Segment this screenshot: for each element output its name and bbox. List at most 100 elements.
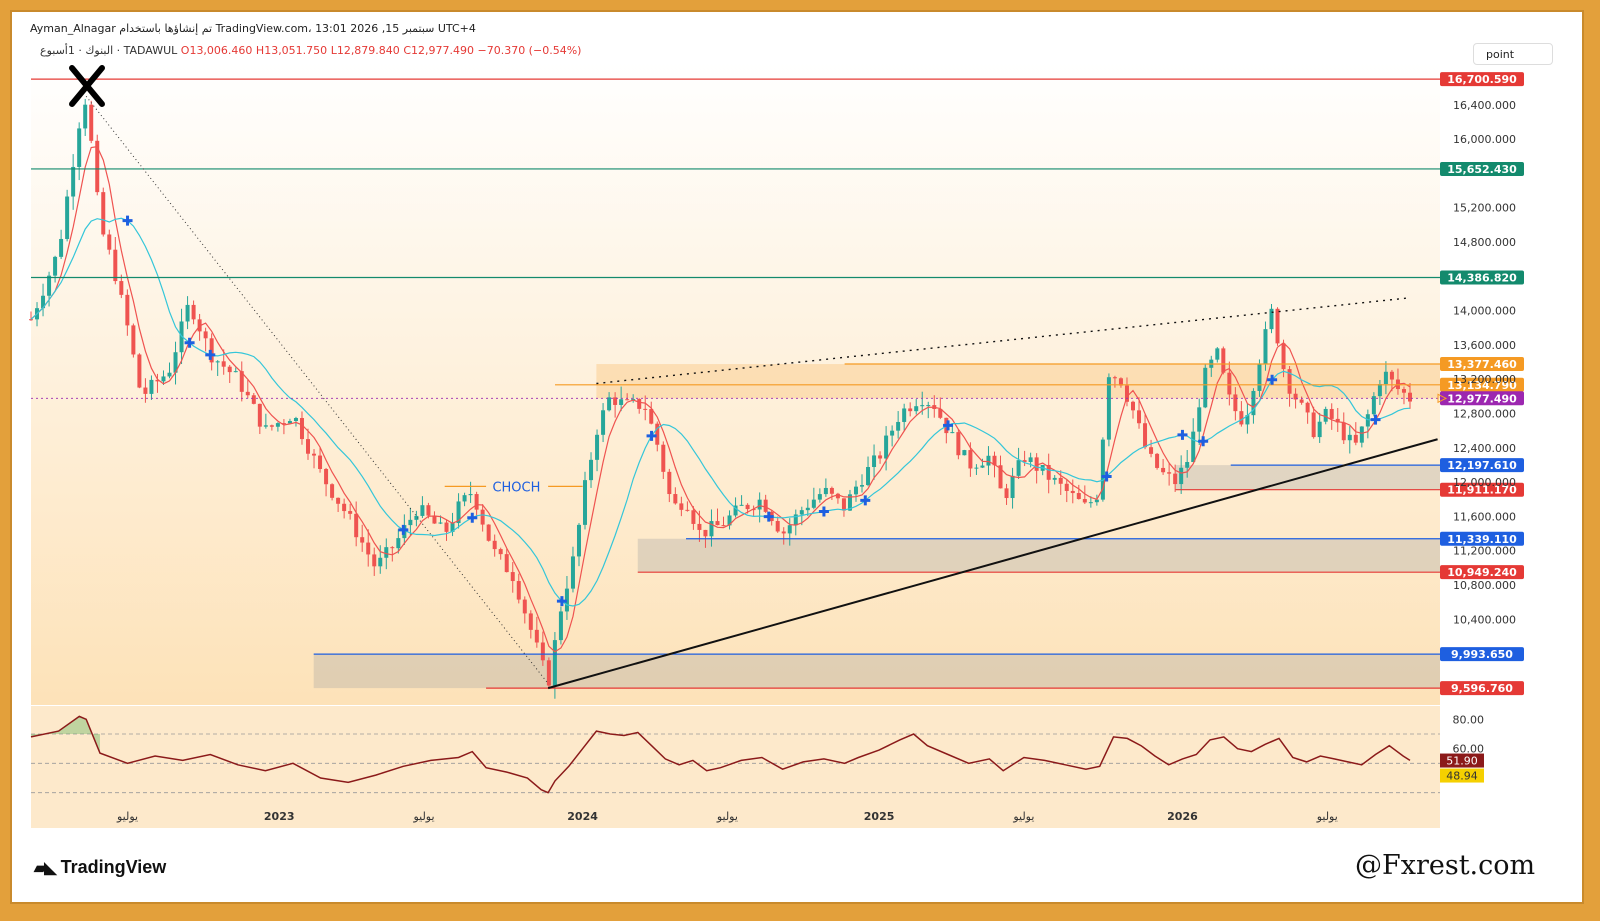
candle-body bbox=[1281, 343, 1286, 370]
candle-body bbox=[318, 455, 323, 469]
candle-body bbox=[348, 511, 353, 514]
price-tick-label: 16,400.000 bbox=[1453, 99, 1516, 112]
time-axis-label: 2025 bbox=[864, 810, 895, 823]
time-axis-label: يوليو bbox=[1012, 810, 1034, 823]
candle-body bbox=[239, 371, 244, 392]
candle-body bbox=[589, 459, 594, 481]
candle-body bbox=[1161, 467, 1166, 473]
signal-cross-icon bbox=[184, 337, 195, 348]
candle-body bbox=[570, 556, 575, 589]
candle-body bbox=[275, 423, 280, 427]
candle-body bbox=[799, 510, 804, 515]
candle-body bbox=[1365, 414, 1370, 427]
candle-body bbox=[619, 399, 624, 405]
rsi-tick-label: 80.00 bbox=[1453, 713, 1485, 726]
signal-cross-icon bbox=[556, 596, 567, 607]
candle-body bbox=[721, 525, 726, 527]
time-axis-label: 2024 bbox=[567, 810, 598, 823]
candle-body bbox=[143, 387, 148, 394]
rsi-signal-bg bbox=[1440, 768, 1484, 783]
candle-body bbox=[1094, 499, 1099, 503]
candle-body bbox=[643, 408, 648, 410]
candle-body bbox=[53, 256, 58, 276]
candle-body bbox=[1058, 477, 1063, 484]
candle-body bbox=[715, 521, 720, 526]
candle-body bbox=[739, 504, 744, 506]
time-axis-label: يوليو bbox=[412, 810, 434, 823]
price-tick-label: 12,400.000 bbox=[1453, 442, 1516, 455]
candle-body bbox=[908, 408, 913, 412]
candle-body bbox=[137, 354, 142, 388]
price-tick-label: 11,200.000 bbox=[1453, 545, 1516, 558]
level-label-bg bbox=[1440, 681, 1524, 696]
candle-body bbox=[444, 522, 449, 532]
candle-body bbox=[1010, 475, 1015, 499]
candle-body bbox=[1070, 490, 1075, 494]
level-label: 11,339.110 bbox=[1447, 533, 1517, 546]
candle-body bbox=[1106, 377, 1111, 440]
candles-group bbox=[29, 98, 1412, 699]
candle-body bbox=[492, 540, 497, 550]
candle-body bbox=[920, 405, 925, 407]
candle-body bbox=[1263, 329, 1268, 364]
candle-body bbox=[1401, 389, 1406, 393]
rsi-line bbox=[30, 715, 1411, 794]
candle-body bbox=[1046, 465, 1051, 480]
current-price-arrow-icon bbox=[1437, 393, 1448, 404]
candle-body bbox=[287, 421, 292, 424]
rsi-value-bg bbox=[1440, 753, 1484, 768]
candle-body bbox=[679, 503, 684, 510]
candle-body bbox=[101, 192, 106, 235]
candle-body bbox=[703, 529, 708, 537]
candle-body bbox=[1317, 421, 1322, 438]
candle-body bbox=[733, 505, 738, 516]
candle-body bbox=[486, 524, 491, 541]
x-mark-stroke-b bbox=[69, 65, 105, 107]
candle-body bbox=[781, 531, 786, 534]
price-tick-label: 12,800.000 bbox=[1453, 408, 1516, 421]
candle-body bbox=[950, 432, 955, 434]
candle-body bbox=[558, 611, 563, 641]
watermark-text: @Fxrest.com bbox=[1355, 850, 1536, 881]
time-axis-label: 2023 bbox=[264, 810, 295, 823]
candle-body bbox=[1149, 447, 1154, 454]
candle-body bbox=[456, 501, 461, 524]
candle-body bbox=[474, 494, 479, 510]
candle-body bbox=[763, 499, 768, 512]
candle-body bbox=[914, 406, 919, 412]
time-axis-label: 2026 bbox=[1167, 810, 1198, 823]
candle-body bbox=[450, 523, 455, 532]
candle-body bbox=[516, 581, 521, 600]
candle-body bbox=[1028, 457, 1033, 462]
candle-body bbox=[607, 397, 612, 411]
candle-body bbox=[83, 104, 88, 129]
candle-body bbox=[1299, 399, 1304, 403]
candle-body bbox=[504, 554, 509, 573]
rsi-tick-label: 60.00 bbox=[1453, 743, 1485, 756]
candle-body bbox=[1167, 472, 1172, 474]
candle-body bbox=[1371, 396, 1376, 415]
candle-body bbox=[1118, 378, 1123, 386]
candle-body bbox=[1227, 372, 1232, 395]
candle-body bbox=[1143, 423, 1148, 448]
time-axis-label: يوليو bbox=[116, 810, 138, 823]
price-tick-label: 10,800.000 bbox=[1453, 579, 1516, 592]
candle-body bbox=[510, 572, 515, 582]
candle-body bbox=[1137, 410, 1142, 424]
descending-dotted-trendline bbox=[85, 95, 549, 684]
candle-body bbox=[661, 444, 666, 472]
rsi-signal-label: 48.94 bbox=[1446, 770, 1478, 783]
point-button[interactable]: point bbox=[1473, 43, 1553, 65]
candle-body bbox=[1383, 371, 1388, 385]
candle-body bbox=[1239, 411, 1244, 425]
candle-body bbox=[1257, 363, 1262, 391]
level-label-bg bbox=[1440, 531, 1524, 546]
candle-body bbox=[1293, 393, 1298, 400]
candle-body bbox=[245, 391, 250, 396]
candle-body bbox=[811, 499, 816, 508]
time-axis-label: يوليو bbox=[716, 810, 738, 823]
candle-body bbox=[1130, 401, 1135, 411]
candle-body bbox=[613, 397, 618, 405]
candle-body bbox=[1287, 369, 1292, 394]
